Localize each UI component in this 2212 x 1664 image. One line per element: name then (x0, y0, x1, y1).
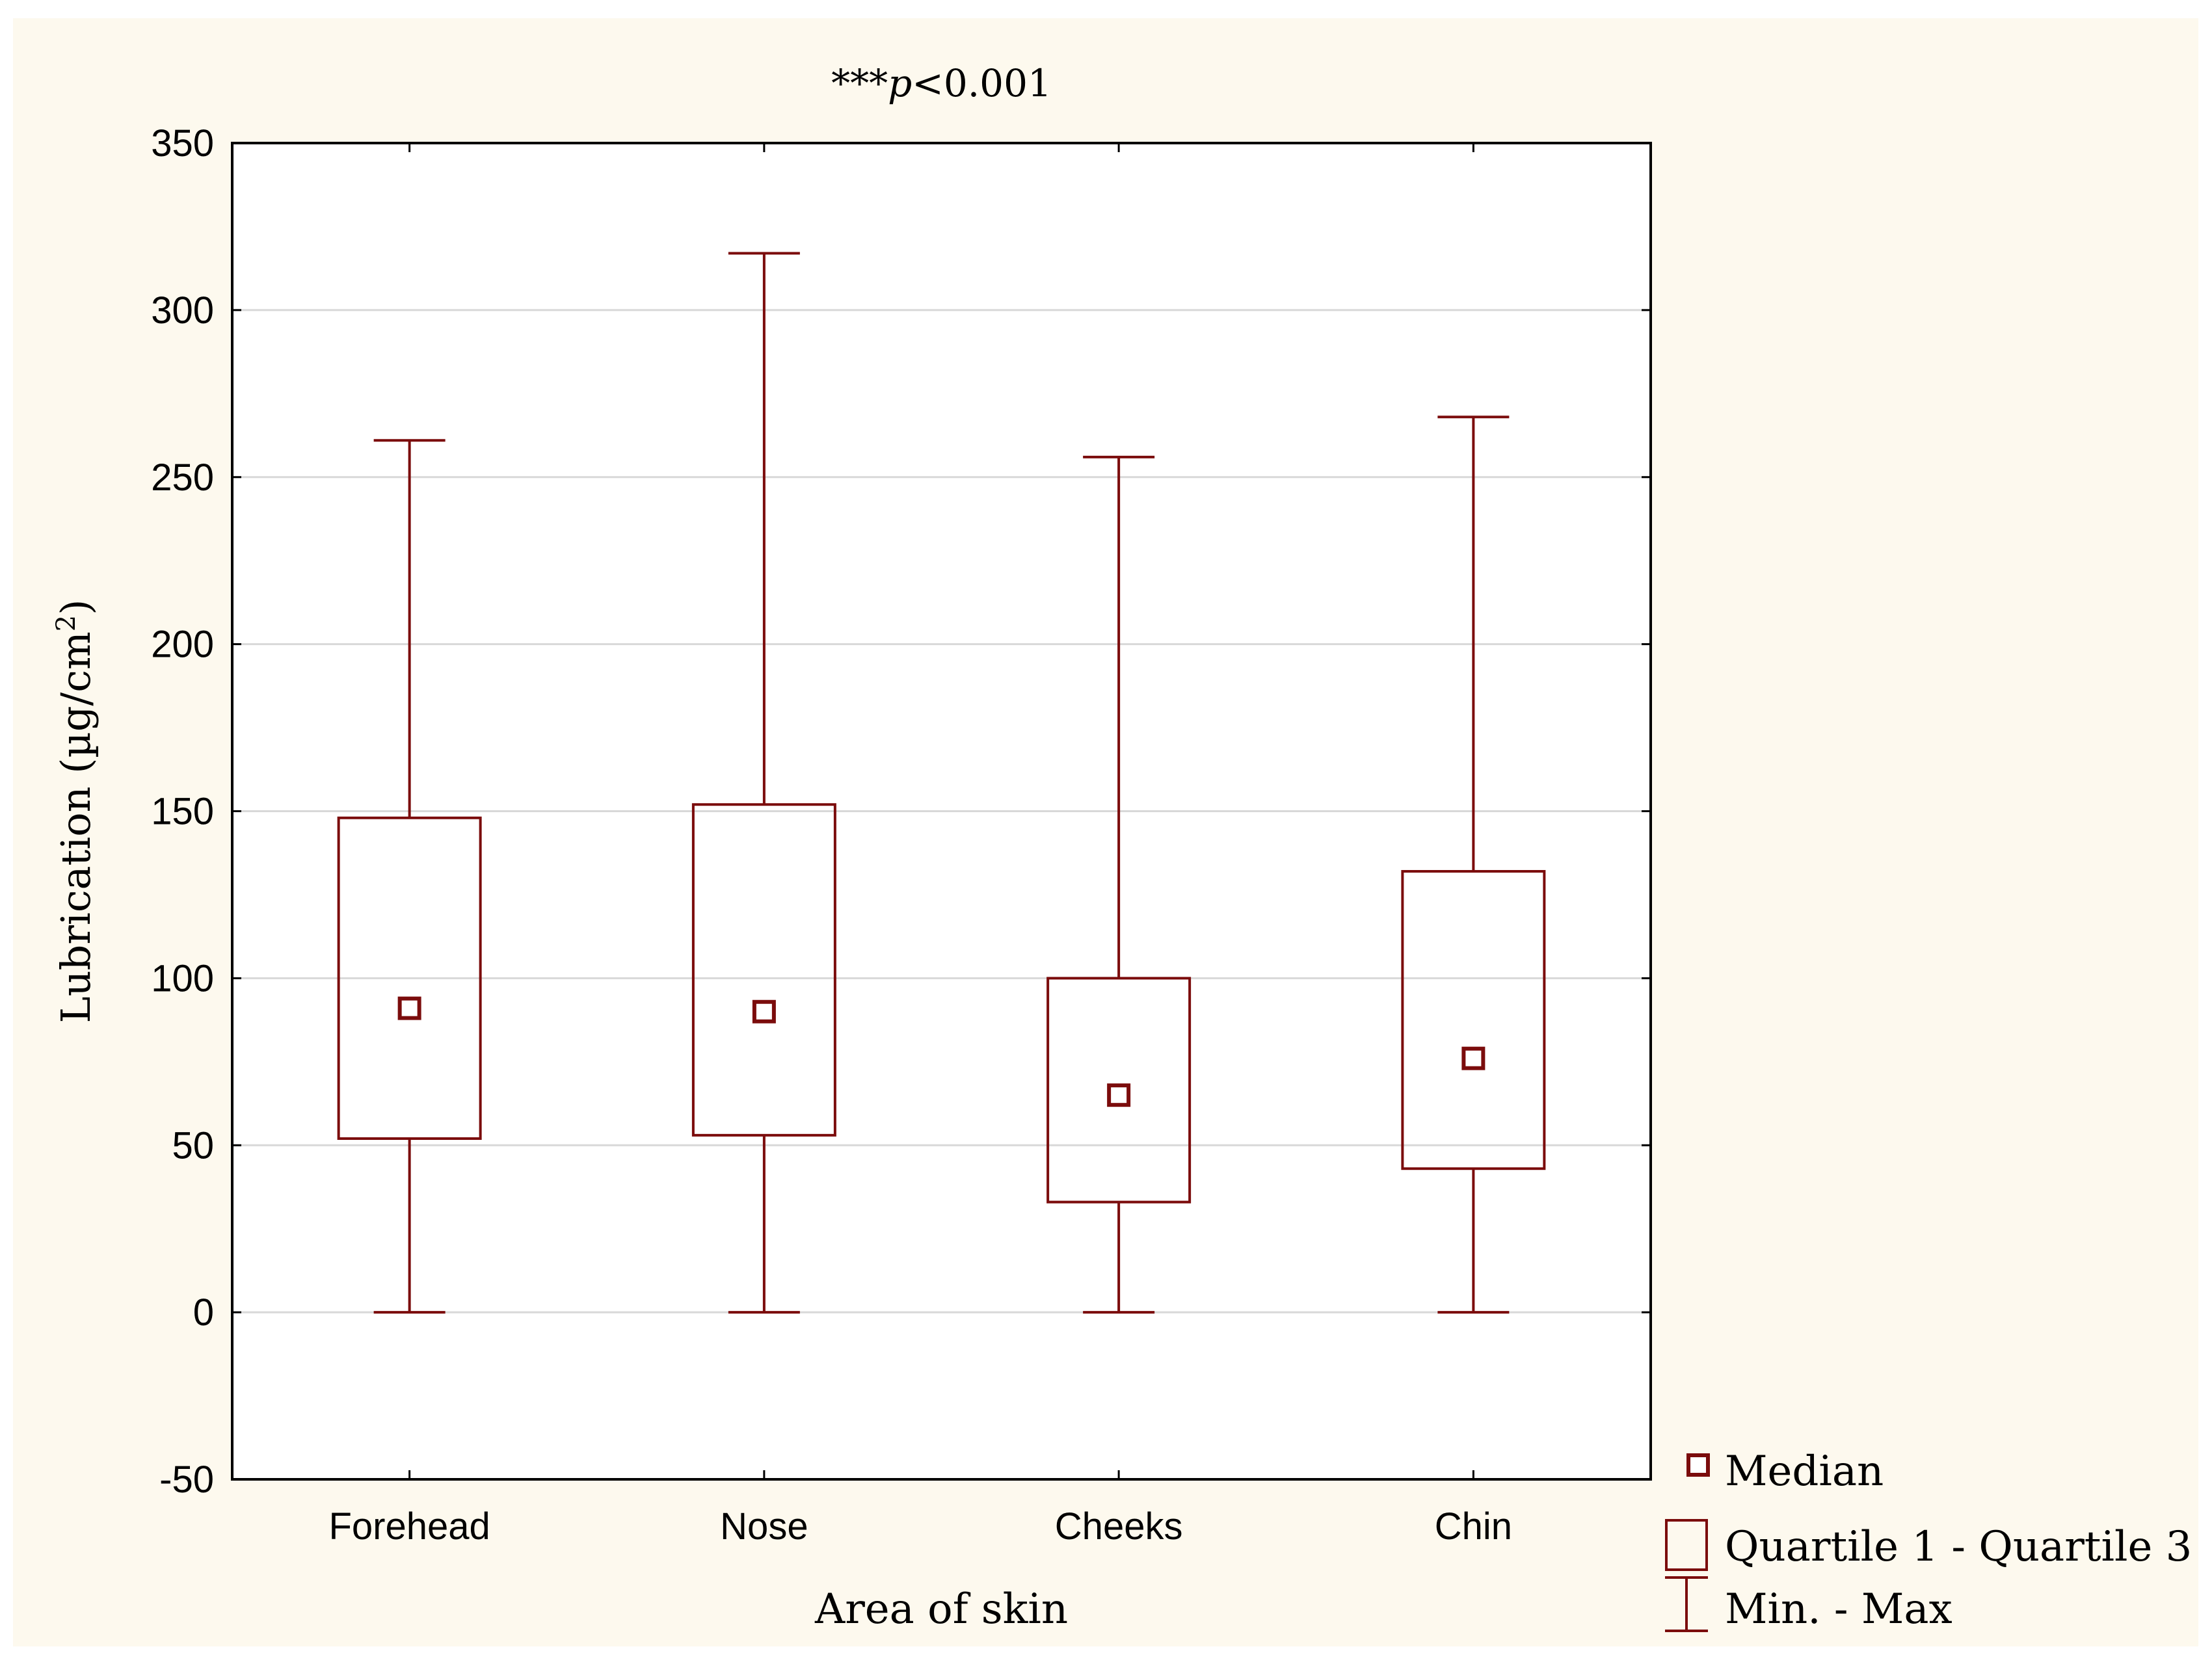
y-tick-label-200: 200 (151, 624, 214, 666)
box-group-chin (1401, 416, 1546, 1314)
figure-frame: -50 0 50 100 150 200 250 300 350 Forehead Nose Chee… (13, 18, 2198, 1646)
y-tick-label-300: 300 (151, 289, 214, 332)
median-marker-nose (752, 999, 776, 1023)
legend-minmax-label: Min. - Max (1725, 1585, 1952, 1633)
box-iqr-cheeks (1046, 977, 1192, 1204)
title-p: p (888, 61, 912, 105)
chart-title: ***p<0.001 (831, 61, 1052, 105)
title-rest: <0.001 (912, 61, 1052, 105)
y-axis-label-sup: 2 (51, 615, 81, 631)
box-iqr-forehead (337, 816, 482, 1140)
median-marker-forehead (397, 996, 421, 1020)
median-marker-cheeks (1107, 1083, 1131, 1107)
y-tick-label-50: 50 (172, 1124, 214, 1167)
axis-labels: -50 0 50 100 150 200 250 300 350 Forehead Nose Chee… (51, 61, 1512, 1633)
x-tick-label-chin: Chin (1435, 1505, 1512, 1548)
box-series (337, 252, 1546, 1314)
legend-quartile-box (1665, 1519, 1708, 1571)
legend-quartile-label: Quartile 1 - Quartile 3 (1725, 1523, 2192, 1571)
y-axis-label: Lubrication (µg/cm2) (51, 600, 100, 1023)
y-tick-label-350: 350 (151, 122, 214, 165)
plot-frame (231, 142, 1652, 1481)
box-iqr-nose (691, 803, 836, 1137)
x-tick-label-cheeks: Cheeks (1055, 1505, 1183, 1548)
x-tick-label-forehead: Forehead (328, 1505, 490, 1548)
title-stars: *** (831, 61, 888, 105)
y-tick-label-150: 150 (151, 791, 214, 833)
y-tick-label-250: 250 (151, 456, 214, 499)
x-axis-label: Area of skin (814, 1585, 1068, 1633)
legend-median-label: Median (1725, 1447, 1884, 1496)
y-axis-label-close: ) (52, 600, 100, 615)
axes (231, 142, 1652, 1481)
boxplot-chart: -50 0 50 100 150 200 250 300 350 Forehead Nose Chee… (51, 61, 2192, 1633)
y-axis-label-main: Lubrication (µg/cm (52, 631, 100, 1023)
box-group-forehead (337, 439, 482, 1314)
box-iqr-chin (1401, 869, 1546, 1170)
grid-lines (232, 309, 1651, 1314)
median-marker-chin (1461, 1046, 1486, 1070)
box-group-nose (691, 252, 836, 1314)
legend-median-marker (1686, 1453, 1710, 1477)
y-tick-label--50: -50 (159, 1459, 214, 1501)
y-tick-label-0: 0 (193, 1291, 214, 1334)
y-tick-label-100: 100 (151, 957, 214, 999)
box-group-cheeks (1046, 455, 1192, 1314)
x-tick-label-nose: Nose (720, 1505, 808, 1548)
legend: Median Quartile 1 - Quartile 3 Min. - Max (1665, 1447, 2192, 1633)
